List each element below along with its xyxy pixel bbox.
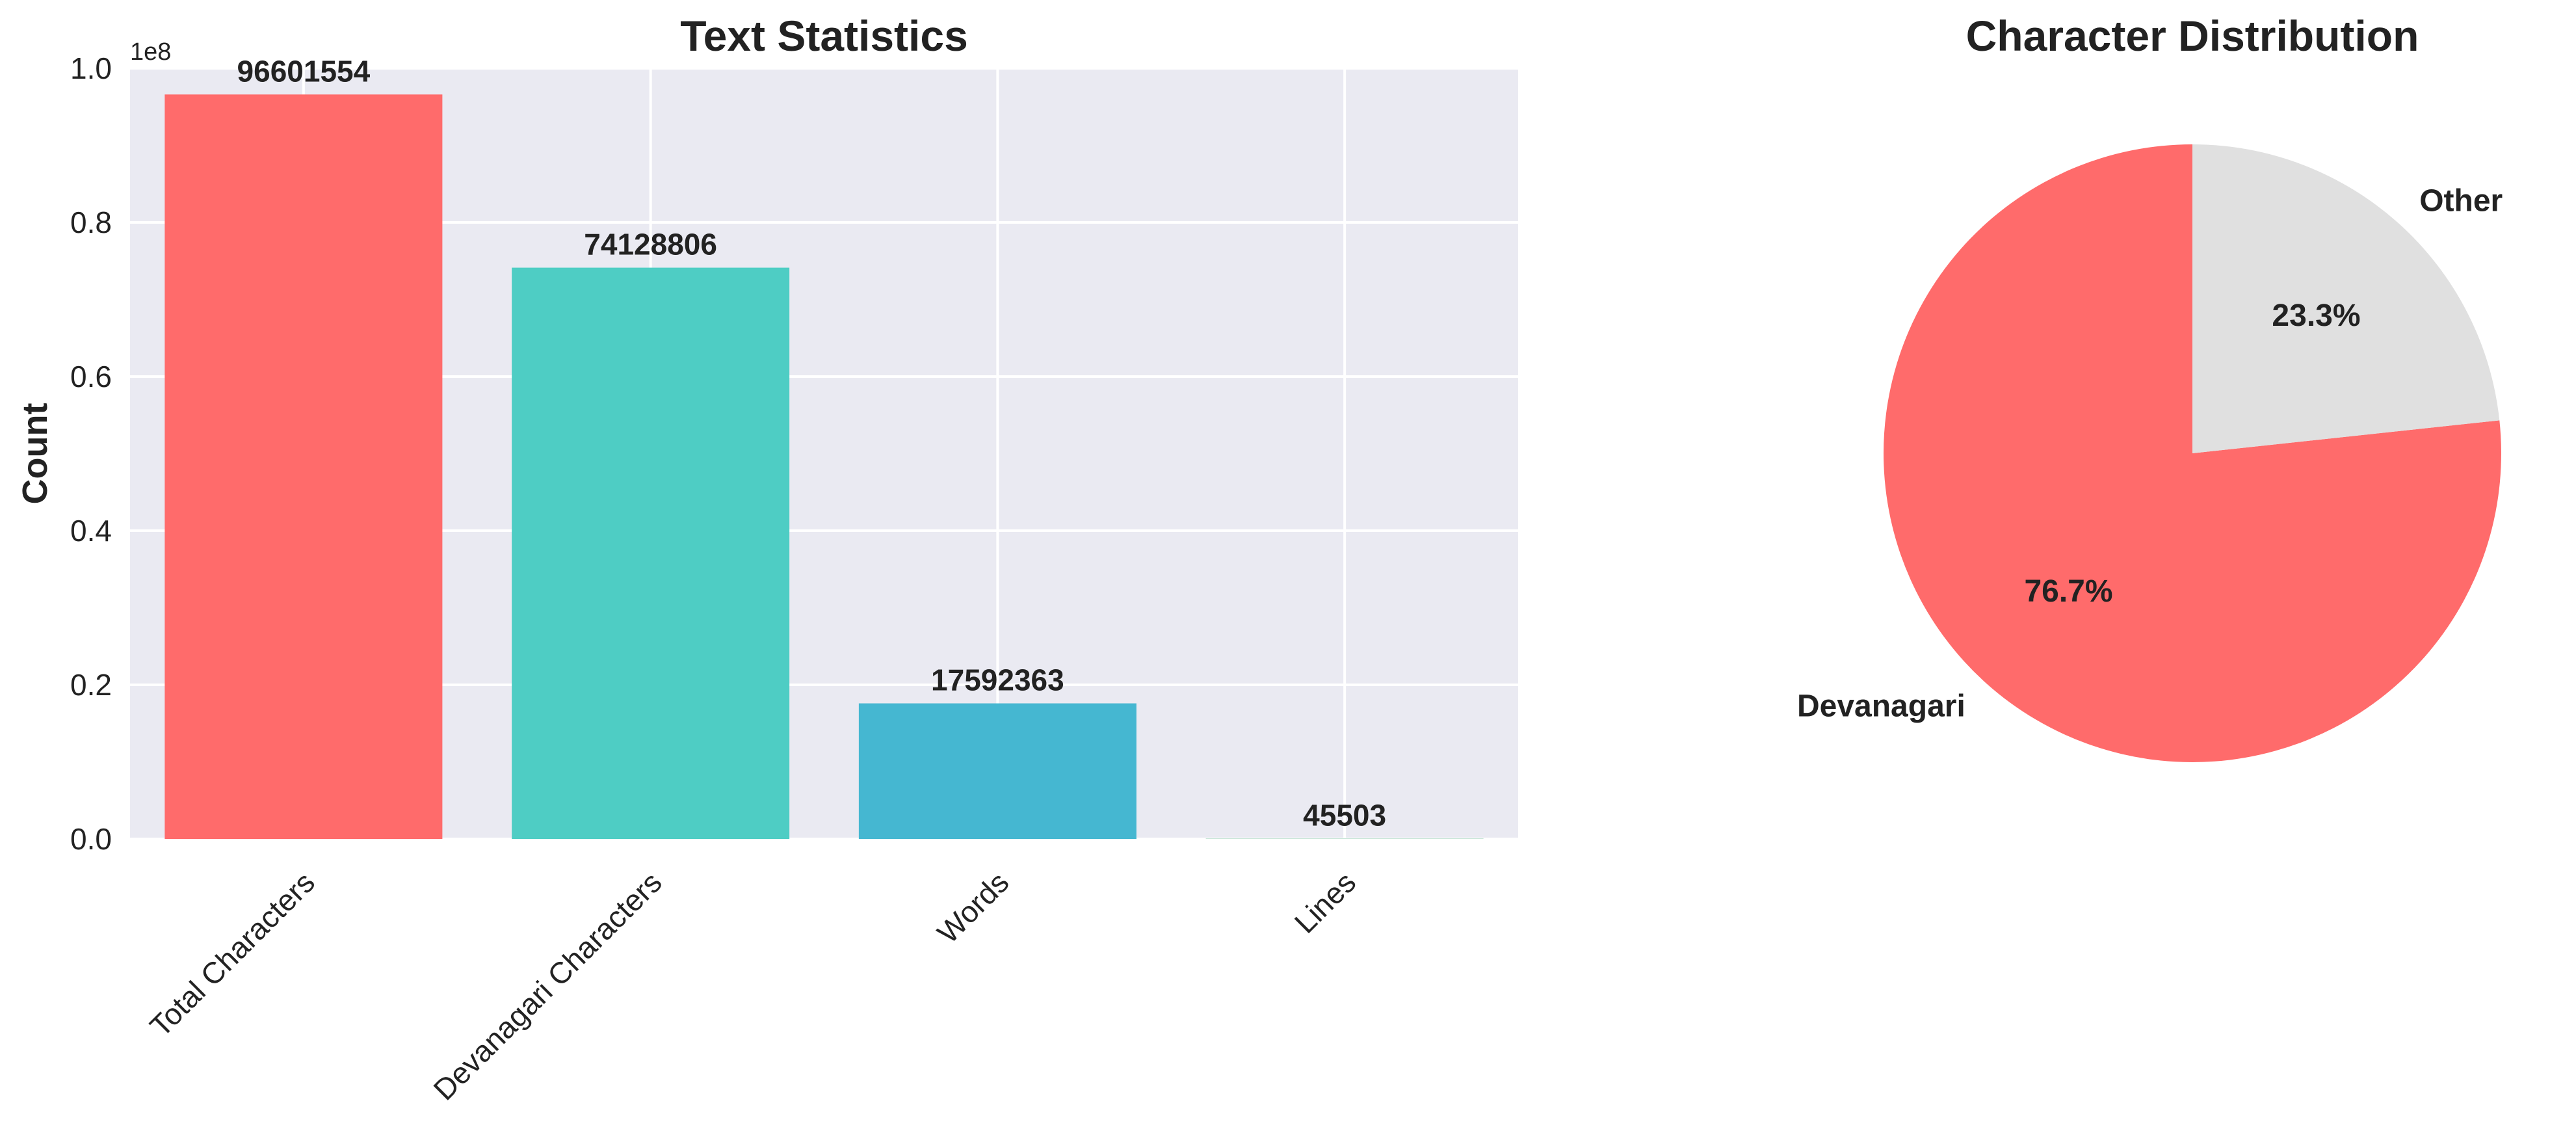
pie-slice-label: Devanagari	[1797, 689, 1965, 724]
bar-value-label: 74128806	[584, 228, 717, 261]
pie-chart: 76.7% Devanagari 23.3% Other Character Dist…	[1797, 12, 2503, 762]
x-tick-label: Words	[930, 865, 1015, 950]
x-tick-label: Lines	[1288, 865, 1363, 940]
y-tick-label: 0.8	[70, 206, 112, 239]
bar	[512, 267, 790, 840]
y-tick-label: 1.0	[70, 51, 112, 85]
y-axis-ticks: 0.0 0.2 0.4 0.6 0.8 1.0	[70, 51, 112, 856]
bar-value-label: 45503	[1303, 798, 1386, 832]
y-axis-label: Count	[16, 403, 55, 505]
bar	[164, 94, 443, 839]
y-axis-offset-label: 1e8	[130, 38, 171, 66]
pie-percent-label: 76.7%	[2024, 574, 2112, 609]
y-tick-label: 0.4	[70, 514, 112, 548]
bar-value-labels: 96601554 74128806 17592363 45503	[237, 54, 1387, 832]
pie-chart-title: Character Distribution	[1966, 12, 2419, 60]
pie-slices	[1884, 144, 2501, 762]
y-tick-label: 0.0	[70, 822, 112, 856]
x-axis-ticks: Total Characters Devanagari Characters Wor…	[143, 865, 1362, 1106]
bar-series	[164, 94, 1484, 840]
bar	[858, 703, 1137, 839]
bar-value-label: 17592363	[931, 663, 1064, 697]
bar	[1205, 838, 1484, 839]
y-tick-label: 0.6	[70, 360, 112, 393]
pie-slice	[2192, 144, 2500, 453]
y-tick-label: 0.2	[70, 668, 112, 702]
pie-labels: 76.7% Devanagari 23.3% Other	[1797, 183, 2503, 723]
pie-percent-label: 23.3%	[2272, 299, 2360, 333]
bar-chart-title: Text Statistics	[680, 12, 968, 60]
bar-value-label: 96601554	[237, 54, 371, 88]
x-tick-label: Total Characters	[143, 865, 321, 1043]
x-tick-label: Devanagari Characters	[427, 865, 668, 1106]
bar-chart: 0.0 0.2 0.4 0.6 0.8 1.0 Total Characters Devan…	[16, 12, 1518, 1107]
pie-slice-label: Other	[2419, 183, 2503, 218]
